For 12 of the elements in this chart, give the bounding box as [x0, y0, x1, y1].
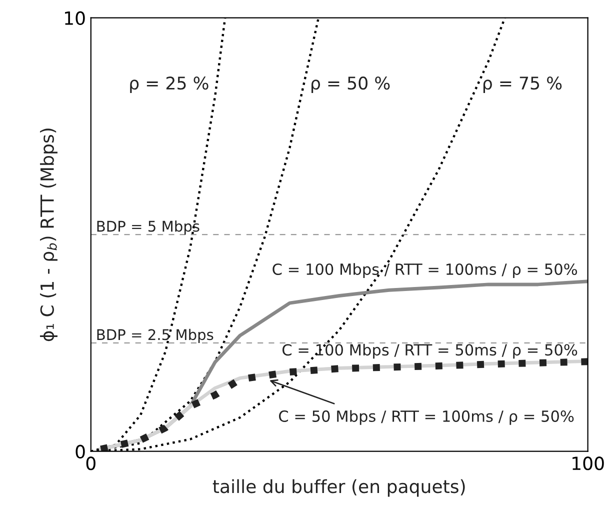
annotation: ρ = 75 %: [483, 76, 562, 94]
annotation: C = 100 Mbps / RTT = 50ms / ρ = 50%: [282, 344, 578, 359]
ref-line-label: BDP = 5 Mbps: [97, 220, 200, 235]
annotation: ρ = 25 %: [130, 76, 208, 94]
annotation: C = 100 Mbps / RTT = 100ms / ρ = 50%: [272, 263, 578, 278]
x-axis-title: taille du buffer (en paquets): [212, 479, 465, 497]
annotation: C = 50 Mbps / RTT = 100ms / ρ = 50%: [279, 410, 574, 425]
y-axis-title: ϕ₁ C (1 - ρ$_{b}$) RTT (Mbps): [40, 128, 58, 342]
y-tick-label: 10: [65, 11, 85, 25]
ref-line-label: BDP = 2.5 Mbps: [97, 328, 214, 343]
x-tick-label: 100: [572, 456, 604, 470]
annotation: ρ = 50 %: [312, 76, 390, 94]
